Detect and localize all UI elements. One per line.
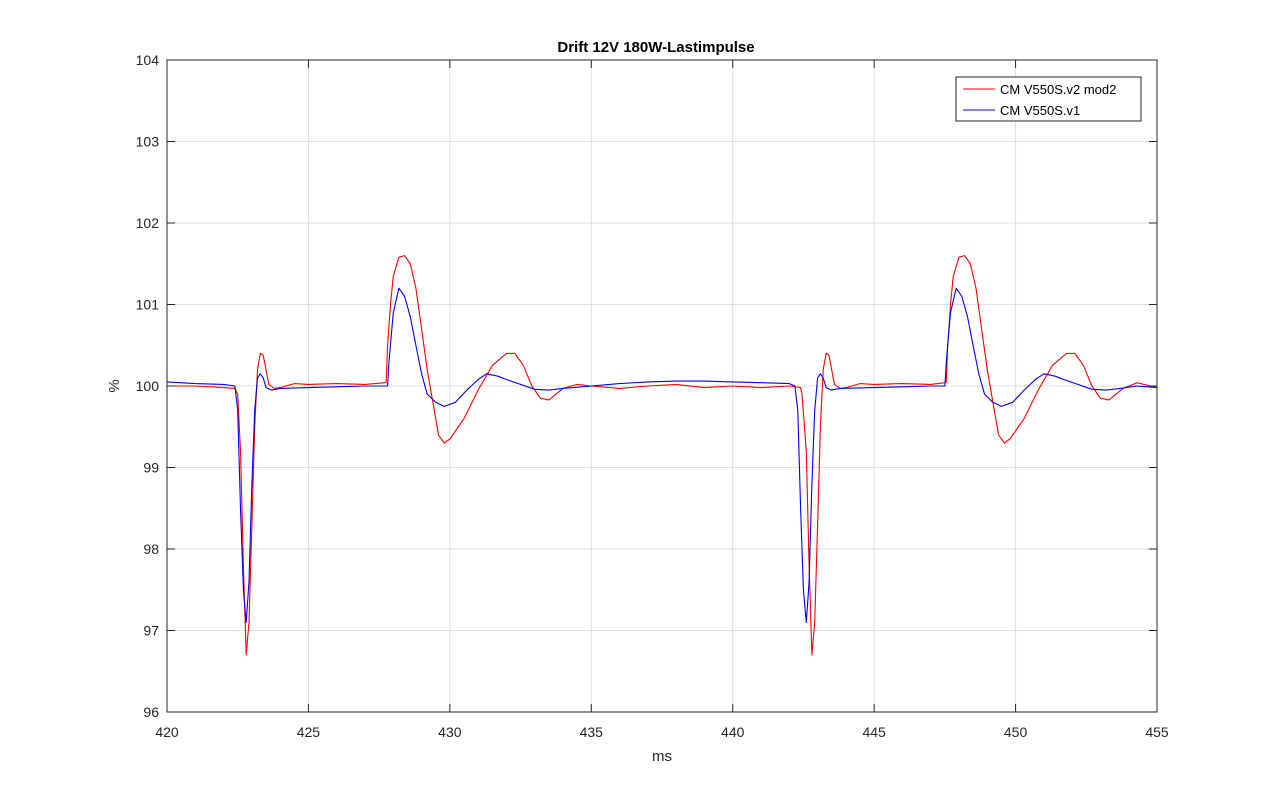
chart-title: Drift 12V 180W-Lastimpulse <box>557 39 754 56</box>
series-line-2 <box>166 287 1158 623</box>
y-axis-label: % <box>106 379 123 392</box>
x-tick-label: 425 <box>297 724 321 740</box>
legend-entry-series-1: CM V550S.v2 mod2 <box>1000 82 1116 97</box>
series-group <box>166 255 1158 656</box>
x-tick-labels: 420 425 430 435 440 445 450 455 <box>155 724 1169 740</box>
legend: CM V550S.v2 mod2 CM V550S.v1 <box>955 76 1142 122</box>
y-tick-label: 98 <box>143 541 159 557</box>
axis-ticks <box>166 59 1158 713</box>
y-tick-label: 101 <box>136 297 160 313</box>
x-tick-label: 430 <box>438 724 462 740</box>
series-line-1 <box>167 255 1158 656</box>
x-tick-label: 440 <box>721 724 745 740</box>
x-axis-label: ms <box>652 748 672 765</box>
x-tick-label: 450 <box>1004 724 1028 740</box>
y-tick-label: 104 <box>136 52 160 68</box>
x-tick-label: 420 <box>155 724 179 740</box>
y-tick-label: 103 <box>136 134 160 150</box>
y-tick-labels: 96 97 98 99 100 101 102 103 104 <box>136 52 160 720</box>
x-tick-label: 435 <box>580 724 604 740</box>
y-tick-label: 102 <box>136 215 160 231</box>
legend-entry-series-2: CM V550S.v1 <box>1000 103 1080 118</box>
y-tick-label: 100 <box>136 378 160 394</box>
x-tick-label: 455 <box>1145 724 1169 740</box>
legend-box <box>955 76 1142 122</box>
y-tick-label: 97 <box>143 623 159 639</box>
x-tick-label: 445 <box>862 724 886 740</box>
y-tick-label: 99 <box>143 460 159 476</box>
grid-lines <box>166 59 1158 713</box>
y-tick-label: 96 <box>143 704 159 720</box>
